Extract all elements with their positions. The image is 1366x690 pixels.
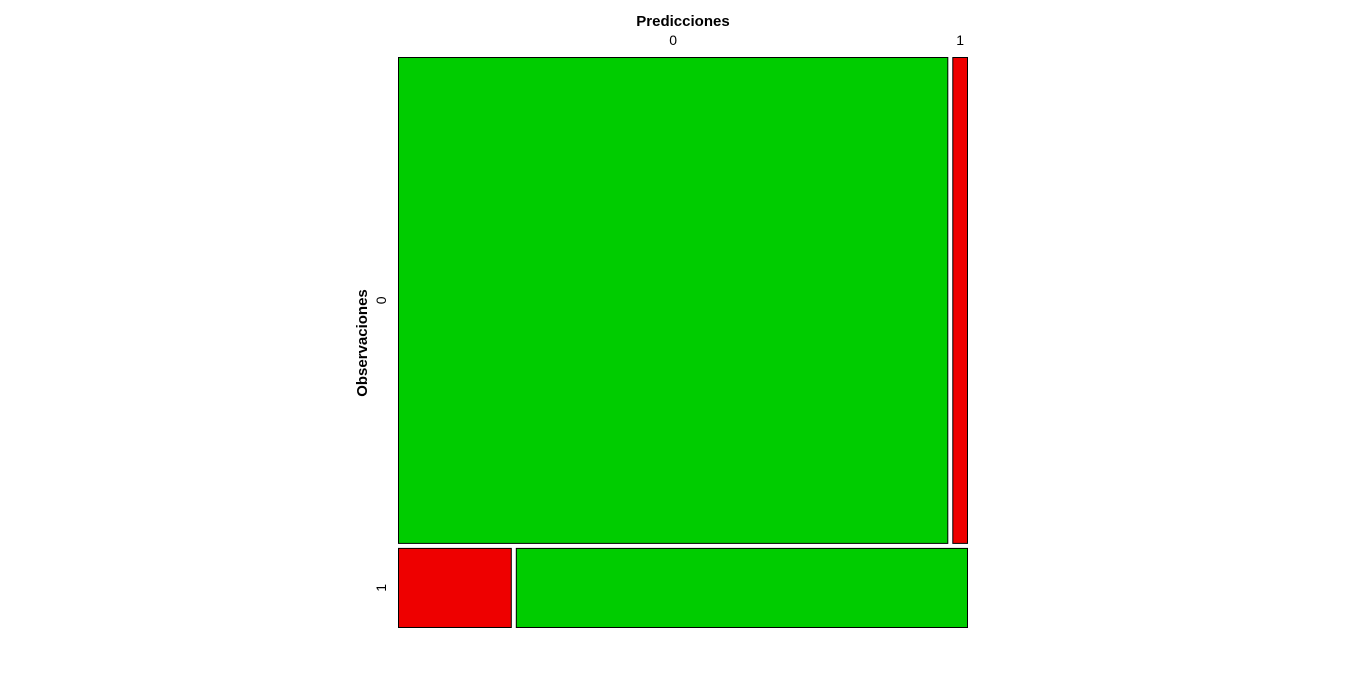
y-tick-labels: 01 (373, 296, 389, 592)
cell-obs0-pred0 (398, 57, 949, 544)
x-tick-label-1: 1 (956, 32, 964, 48)
x-tick-label-0: 0 (669, 32, 677, 48)
y-axis-title: Observaciones (354, 289, 371, 397)
cells-layer (398, 57, 968, 629)
y-tick-label-1: 1 (373, 584, 389, 592)
y-tick-label-0: 0 (373, 296, 389, 304)
cell-obs0-pred1 (952, 57, 968, 544)
cell-obs1-pred1 (515, 547, 968, 629)
x-axis-title: Predicciones (636, 13, 729, 30)
cell-obs1-pred0 (398, 547, 512, 629)
